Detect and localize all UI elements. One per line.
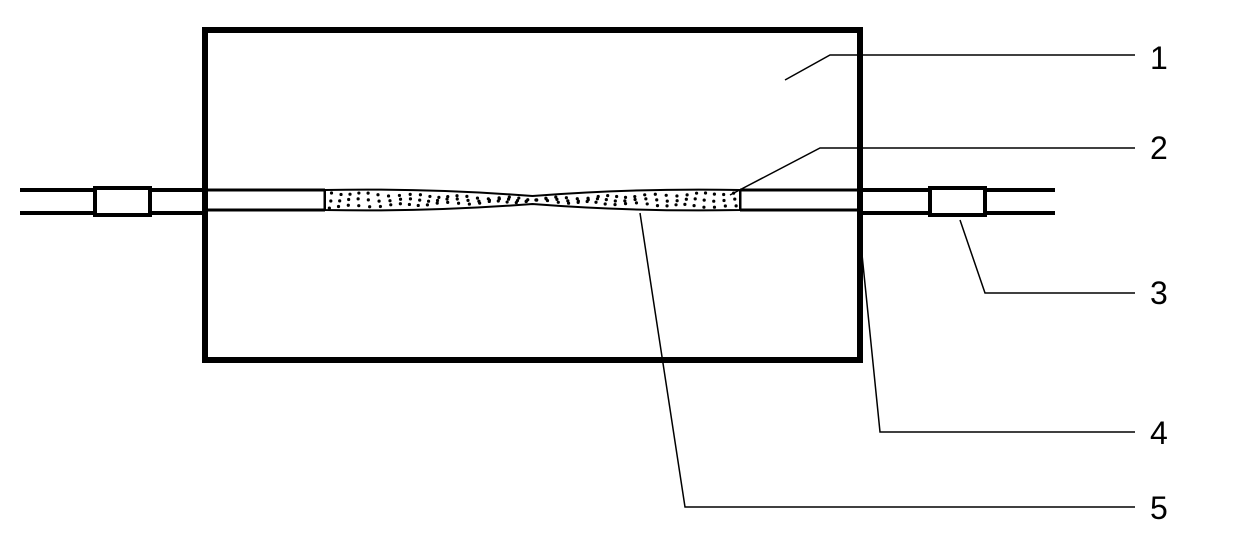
label-1: 1	[1150, 40, 1168, 77]
label-4: 4	[1150, 415, 1168, 452]
schematic-svg	[0, 0, 1239, 540]
diagram-container	[0, 0, 1239, 540]
label-2: 2	[1150, 130, 1168, 167]
label-3: 3	[1150, 275, 1168, 312]
label-5: 5	[1150, 490, 1168, 527]
